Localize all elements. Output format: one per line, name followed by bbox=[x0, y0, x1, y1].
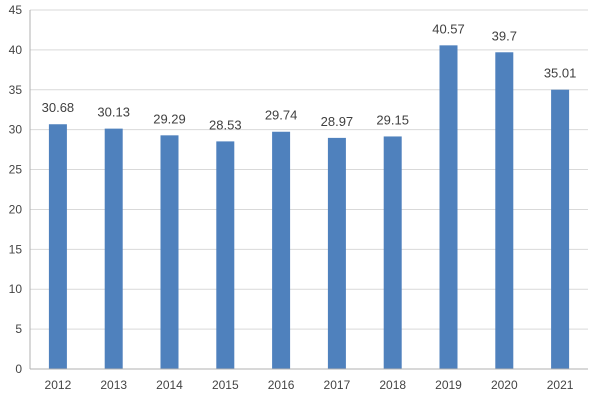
bar-2018 bbox=[383, 136, 402, 369]
x-tick-label-2013: 2013 bbox=[100, 378, 127, 392]
x-tick-label-2014: 2014 bbox=[156, 378, 183, 392]
data-label-2020: 39.7 bbox=[492, 28, 517, 43]
data-label-2014: 29.29 bbox=[153, 111, 186, 126]
bar-2019 bbox=[439, 45, 458, 370]
data-label-2018: 29.15 bbox=[376, 112, 409, 127]
x-tick-label-2016: 2016 bbox=[268, 378, 295, 392]
x-tick-label-2020: 2020 bbox=[491, 378, 518, 392]
data-label-2021: 35.01 bbox=[544, 66, 577, 81]
y-tick-label: 40 bbox=[9, 43, 23, 57]
bar-2013 bbox=[104, 128, 123, 369]
y-tick-label: 15 bbox=[9, 242, 23, 256]
bar-2015 bbox=[216, 141, 235, 369]
bar-2012 bbox=[48, 124, 67, 369]
y-tick-label: 30 bbox=[9, 123, 23, 137]
x-tick-label-2012: 2012 bbox=[45, 378, 72, 392]
y-tick-label: 10 bbox=[9, 282, 23, 296]
data-label-2012: 30.68 bbox=[42, 100, 75, 115]
bar-2014 bbox=[160, 135, 179, 369]
bar-2021 bbox=[551, 89, 570, 369]
data-label-2019: 40.57 bbox=[432, 21, 465, 36]
data-label-2017: 28.97 bbox=[321, 114, 354, 129]
x-tick-label-2018: 2018 bbox=[379, 378, 406, 392]
gridlines bbox=[30, 9, 588, 330]
data-label-2013: 30.13 bbox=[97, 105, 130, 120]
data-labels: 30.68 30.13 29.29 28.53 29.74 28.97 29.15 40.57… bbox=[42, 21, 577, 132]
x-axis-ticks: 2012 2013 2014 2015 2016 2017 2018 2019 2020 2021 bbox=[45, 378, 574, 392]
x-tick-label-2019: 2019 bbox=[435, 378, 462, 392]
y-tick-label: 35 bbox=[9, 83, 23, 97]
y-tick-label: 5 bbox=[15, 322, 22, 336]
bar-2020 bbox=[495, 52, 514, 369]
y-axis-ticks: 0 5 10 15 20 25 30 35 40 45 bbox=[9, 3, 23, 376]
x-tick-label-2017: 2017 bbox=[324, 378, 351, 392]
x-tick-label-2021: 2021 bbox=[547, 378, 574, 392]
y-tick-label: 20 bbox=[9, 202, 23, 216]
bar-2017 bbox=[327, 137, 346, 369]
data-label-2015: 28.53 bbox=[209, 117, 242, 132]
data-label-2016: 29.74 bbox=[265, 108, 298, 123]
y-tick-label: 25 bbox=[9, 163, 23, 177]
bar-2016 bbox=[272, 131, 291, 369]
y-tick-label: 45 bbox=[9, 3, 23, 17]
bars bbox=[48, 45, 570, 370]
y-tick-label: 0 bbox=[15, 362, 22, 376]
x-tick-label-2015: 2015 bbox=[212, 378, 239, 392]
